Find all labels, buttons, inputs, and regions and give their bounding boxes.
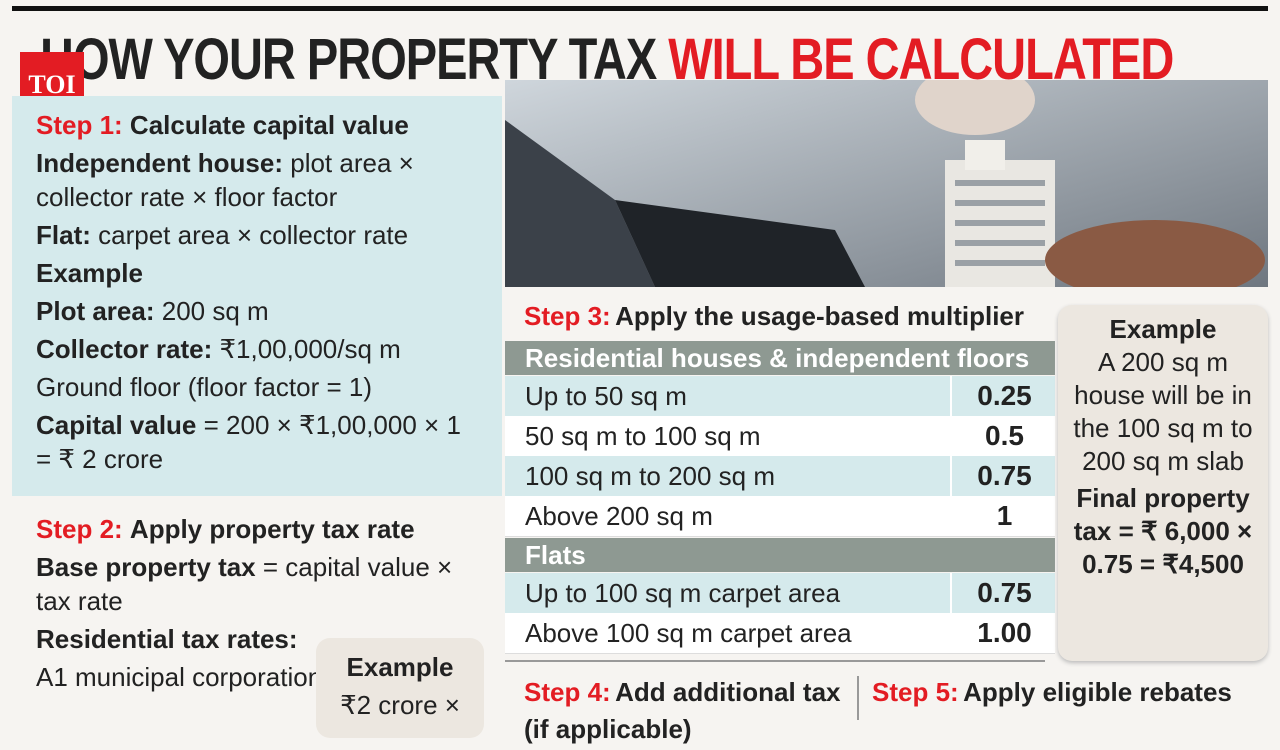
text-line: Plot area: 200 sq m	[36, 294, 476, 328]
table-row: 50 sq m to 100 sq m 0.5	[505, 416, 1055, 457]
step-label: Step 3:	[524, 301, 611, 331]
row-label: Up to 100 sq m carpet area	[525, 578, 841, 608]
step-heading: Apply the usage-based multiplier	[615, 301, 1024, 331]
step-title: Step 2: Apply property tax rate	[36, 512, 486, 546]
text-line: Base property tax = capital value × tax …	[36, 550, 486, 618]
text: 200 sq m	[161, 296, 269, 326]
example-result: Final property tax = ₹ 6,000 × 0.75 = ₹4…	[1073, 483, 1253, 579]
text: plot area × collector rate × floor facto…	[36, 148, 414, 212]
text-line: Capital value = 200 × ₹1,00,000 × 1 = ₹ …	[36, 408, 476, 476]
example-text: A 200 sq m house will be in the 100 sq m…	[1073, 347, 1253, 476]
text: Ground floor (floor factor = 1)	[36, 372, 372, 402]
bold-text: Base property tax	[36, 552, 256, 582]
table-row: Up to 50 sq m 0.25	[505, 376, 1055, 417]
step1: Step 1: Calculate capital value Independe…	[36, 108, 476, 480]
row-value: 0.75	[950, 456, 1057, 496]
step-label: Step 5:	[872, 677, 959, 707]
text: carpet area × collector rate	[98, 220, 409, 250]
row-label: 50 sq m to 100 sq m	[525, 421, 761, 451]
row-label: Up to 50 sq m	[525, 381, 687, 411]
row-label: Above 100 sq m carpet area	[525, 618, 852, 648]
text-line: Residential tax rates:	[36, 622, 486, 656]
step1-panel	[12, 96, 502, 496]
table-row: 100 sq m to 200 sq m 0.75	[505, 456, 1055, 497]
row-value: 0.75	[950, 573, 1057, 613]
step-label: Step 1:	[36, 110, 123, 140]
step-label: Step 2:	[36, 514, 123, 544]
text: = 200 × ₹1,00,000 × 1 = ₹ 2 crore	[36, 410, 461, 474]
text: A1 municipal corporations	[36, 662, 336, 692]
text-line: Flat: carpet area × collector rate	[36, 218, 476, 252]
text: ₹1,00,000/sq m	[219, 334, 401, 364]
step-label: Step 4:	[524, 677, 611, 707]
text-line: Ground floor (floor factor = 1)	[36, 370, 476, 404]
bold-text: Collector rate:	[36, 334, 213, 364]
table-row: Above 100 sq m carpet area 1.00	[505, 613, 1055, 654]
row-value: 0.5	[950, 416, 1057, 456]
step4: Step 4: Add additional tax (if applicabl…	[524, 676, 854, 750]
bold-text: Flat:	[36, 220, 91, 250]
row-value: 1	[950, 496, 1057, 536]
divider	[857, 676, 859, 720]
step2-example: Example ₹2 crore ×	[316, 638, 484, 738]
row-label: Above 200 sq m	[525, 501, 713, 531]
step-heading: Apply property tax rate	[129, 514, 415, 544]
bold-text: Example	[36, 258, 143, 288]
photo	[505, 80, 1268, 287]
step5: Step 5: Apply eligible rebates	[872, 676, 1232, 708]
text: = capital value × tax rate	[36, 552, 453, 616]
example-text: ₹2 crore ×	[340, 690, 460, 720]
bold-text: Residential tax rates:	[36, 624, 298, 654]
step3-example: Example A 200 sq m house will be in the …	[1058, 305, 1268, 661]
step-heading: Calculate capital value	[129, 110, 409, 140]
step-heading: Apply eligible rebates	[963, 677, 1232, 707]
example-title: Example	[346, 652, 454, 682]
step2: Step 2: Apply property tax rate Base prop…	[36, 512, 486, 698]
step-title: Step 1: Calculate capital value	[36, 108, 476, 142]
group-header: Residential houses & independent floors	[505, 341, 1055, 375]
row-value: 1.00	[950, 613, 1057, 653]
table-row: Above 200 sq m 1	[505, 496, 1055, 537]
text-line: Collector rate: ₹1,00,000/sq m	[36, 332, 476, 366]
bold-text: Capital value	[36, 410, 197, 440]
step3-heading: Step 3: Apply the usage-based multiplier	[524, 300, 1024, 332]
bold-text: Plot area:	[36, 296, 155, 326]
text-line: Independent house: plot area × collector…	[36, 146, 476, 214]
example-title: Example	[1109, 314, 1217, 344]
top-rule	[12, 6, 1268, 11]
text-line: Example	[36, 256, 476, 290]
text-line: A1 municipal corporations	[36, 660, 486, 694]
row-value: 0.25	[950, 376, 1057, 416]
table-rule	[505, 660, 1045, 662]
row-label: 100 sq m to 200 sq m	[525, 461, 776, 491]
title: HOW YOUR PROPERTY TAX WILL BE CALCULATED	[40, 24, 1174, 93]
group-header: Flats	[505, 538, 1055, 572]
table-row: Up to 100 sq m carpet area 0.75	[505, 573, 1055, 614]
bold-text: Independent house:	[36, 148, 283, 178]
page: HOW YOUR PROPERTY TAX WILL BE CALCULATED…	[12, 6, 1268, 744]
